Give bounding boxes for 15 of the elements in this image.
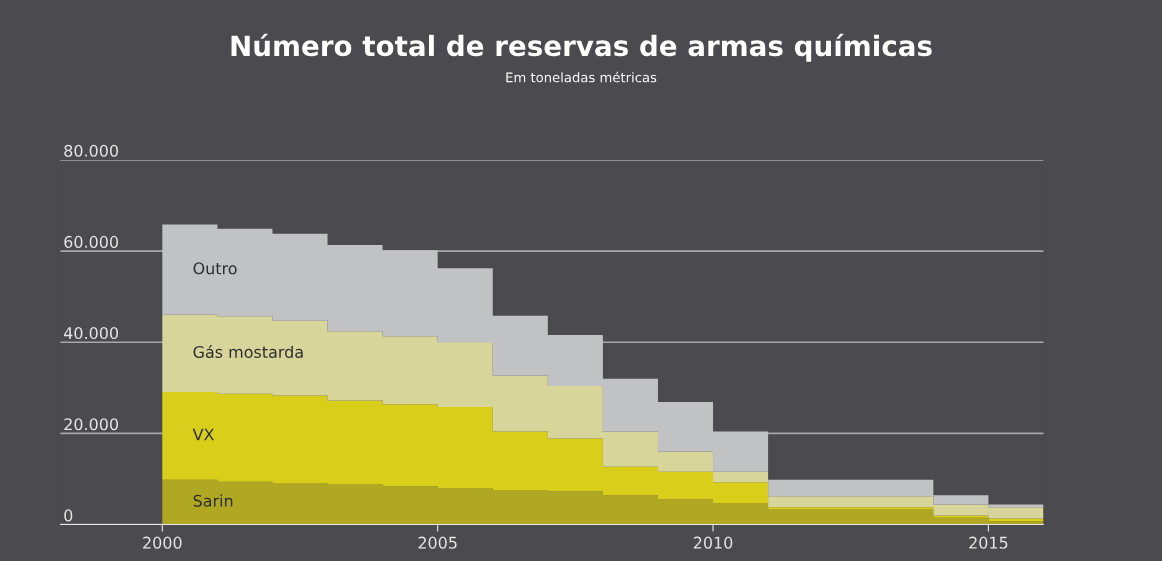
y-tick-label: 0 (64, 509, 73, 522)
y-tick-label: 20.000 (64, 418, 119, 431)
series-label: Sarin (193, 494, 233, 507)
x-tick-label: 2010 (693, 536, 733, 549)
x-tick-label: 2005 (418, 536, 457, 549)
series-label: Outro (193, 262, 237, 275)
chart-subtitle: Em toneladas métricas (506, 71, 657, 83)
x-tick-label: 2015 (969, 536, 1008, 549)
y-tick-label: 60.000 (64, 235, 119, 248)
x-tick-label: 2000 (143, 536, 182, 549)
series-label: Gás mostarda (193, 345, 303, 359)
y-tick-label: 80.000 (64, 144, 119, 157)
chart-title: Número total de reservas de armas químicas (231, 33, 932, 62)
y-tick-label: 40.000 (63, 327, 119, 340)
series-label: VX (192, 428, 214, 441)
